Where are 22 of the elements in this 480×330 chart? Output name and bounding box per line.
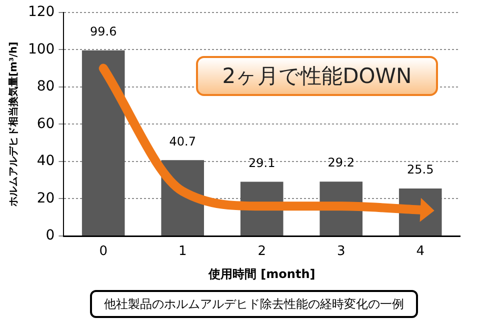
x-tick-label: 2	[258, 244, 266, 260]
annotation: 2ヶ月で性能DOWN	[196, 56, 438, 96]
y-tick-label: 40	[36, 153, 55, 170]
x-tick-label: 0	[99, 244, 108, 260]
x-tick-label: 4	[416, 244, 425, 260]
data-label: 25.5	[407, 162, 434, 177]
bar	[82, 50, 125, 236]
y-tick-label: 60	[36, 116, 55, 132]
y-tick-label: 0	[46, 228, 55, 244]
y-tick-label: 100	[28, 41, 55, 58]
data-label: 99.6	[90, 24, 117, 39]
y-axis-title: ホルムアルデヒド相当換気量[m³/h]	[8, 42, 20, 208]
y-tick-label: 20	[36, 190, 55, 206]
y-tick-label: 80	[36, 78, 55, 95]
x-axis-title: 使用時間 [month]	[208, 266, 316, 281]
data-label: 40.7	[169, 134, 196, 148]
x-tick-label: 3	[336, 244, 346, 260]
data-label: 29.1	[248, 156, 276, 170]
y-tick-label: 120	[28, 4, 55, 20]
text: 他社製品のホルムアルデヒド除去性能の経時変化の一例	[90, 290, 418, 318]
data-label: 29.2	[328, 156, 354, 170]
x-tick-label: 1	[178, 244, 187, 260]
